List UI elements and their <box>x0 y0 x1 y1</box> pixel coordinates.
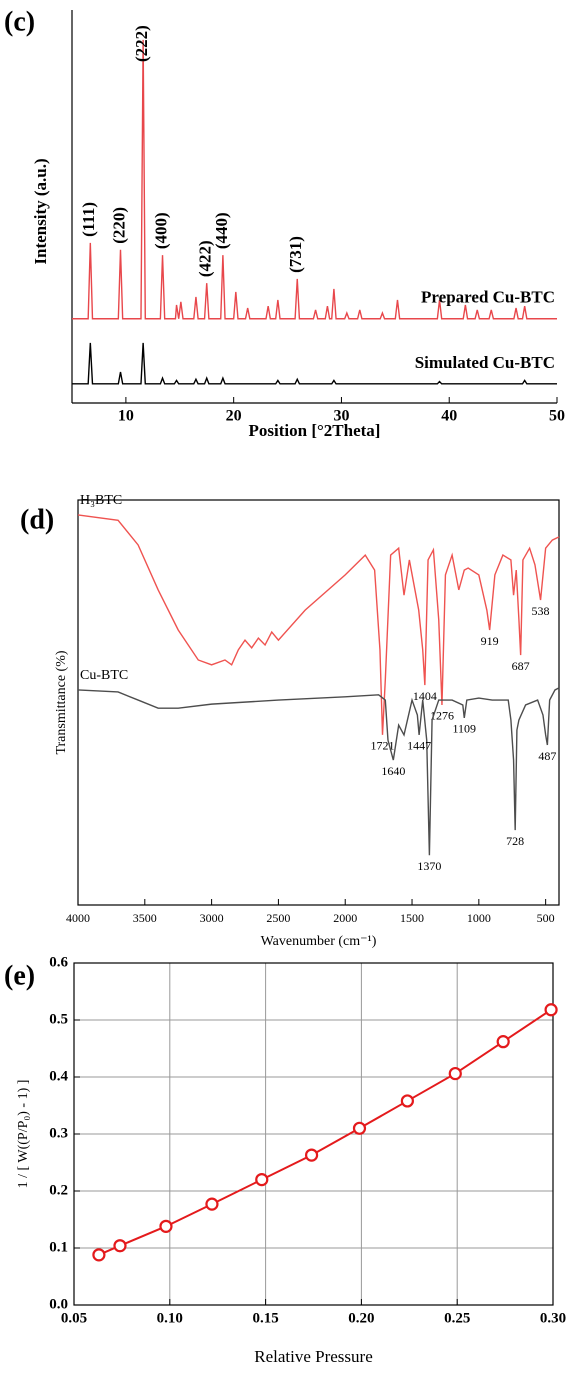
peak-label: 728 <box>506 834 524 848</box>
point <box>400 1094 414 1108</box>
point <box>113 1239 127 1253</box>
point <box>544 1003 558 1017</box>
peak-label: (220) <box>109 207 128 244</box>
x-tick-label: 20 <box>226 408 242 425</box>
x-tick-label: 500 <box>537 911 555 925</box>
peak-label: 687 <box>512 659 530 673</box>
x-axis-title: Relative Pressure <box>254 1347 373 1366</box>
point <box>159 1219 173 1233</box>
y-axis-title: Transmittance (%) <box>54 650 69 754</box>
peak-label: 487 <box>538 749 556 763</box>
x-tick-label: 2000 <box>333 911 357 925</box>
panel-label: (d) <box>20 504 54 535</box>
y-tick-label: 0.3 <box>49 1125 68 1141</box>
x-tick-label: 1000 <box>467 911 491 925</box>
plot-frame <box>77 499 560 906</box>
peak-label: 1447 <box>407 739 431 753</box>
x-tick-label: 0.10 <box>157 1310 183 1326</box>
x-tick-label: 10 <box>118 408 134 425</box>
peak-label: (422) <box>196 240 215 277</box>
peak-label: (400) <box>151 212 170 249</box>
peak-label: (731) <box>286 236 305 273</box>
x-tick-label: 0.30 <box>540 1310 566 1326</box>
peak-label: 1109 <box>452 722 476 736</box>
panel-label: (c) <box>4 6 35 37</box>
x-tick-label: 0.20 <box>348 1310 374 1326</box>
y-axis-title: 1 / [ W((P/P₀) - 1) ] <box>16 1080 31 1189</box>
series-line <box>72 39 557 320</box>
x-tick-label: 2500 <box>266 911 290 925</box>
point <box>304 1148 319 1162</box>
peak-label: 919 <box>481 634 499 648</box>
x-axis-title: Position [°2Theta] <box>249 421 381 440</box>
y-tick-label: 0.1 <box>49 1239 68 1255</box>
x-tick-label: 3000 <box>200 911 224 925</box>
peak-label: (440) <box>212 212 231 249</box>
y-tick-label: 0.2 <box>49 1182 68 1198</box>
x-tick-label: 0.05 <box>61 1310 87 1326</box>
x-tick-label: 4000 <box>66 911 90 925</box>
peak-label: 538 <box>532 604 550 618</box>
y-tick-label: 0.5 <box>49 1011 68 1027</box>
series-line <box>77 687 560 856</box>
x-tick-label: 30 <box>333 408 349 425</box>
peak-label: 1370 <box>417 859 441 873</box>
peak-label: 1404 <box>413 689 437 703</box>
x-tick-label: 50 <box>549 408 565 425</box>
series-label: Prepared Cu-BTC <box>421 288 555 307</box>
x-tick-label: 3500 <box>133 911 157 925</box>
series-label: H₃BTC <box>80 493 122 508</box>
x-tick-label: 40 <box>441 408 457 425</box>
x-tick-label: 0.25 <box>444 1310 470 1326</box>
x-tick-label: 0.15 <box>252 1310 278 1326</box>
point <box>205 1197 219 1211</box>
peak-label: (111) <box>79 202 98 237</box>
series-line <box>77 514 560 735</box>
peak-label: 1640 <box>381 764 405 778</box>
x-tick-label: 1500 <box>400 911 424 925</box>
series-label: Cu-BTC <box>80 668 128 683</box>
series-line <box>98 1008 552 1256</box>
peak-label: 1276 <box>430 709 454 723</box>
point <box>352 1121 367 1135</box>
peak-label: (222) <box>132 25 151 62</box>
x-axis-title: Wavenumber (cm⁻¹) <box>261 934 377 949</box>
point <box>496 1035 510 1049</box>
series-label: Simulated Cu-BTC <box>415 353 555 372</box>
y-tick-label: 0.0 <box>49 1296 68 1312</box>
y-tick-label: 0.4 <box>49 1068 68 1084</box>
series-line <box>72 342 557 385</box>
point <box>448 1066 462 1081</box>
point <box>255 1172 269 1187</box>
y-tick-label: 0.6 <box>49 954 68 970</box>
point <box>92 1248 106 1262</box>
y-axis-title: Intensity (a.u.) <box>31 158 50 264</box>
panel-label: (e) <box>4 960 35 991</box>
